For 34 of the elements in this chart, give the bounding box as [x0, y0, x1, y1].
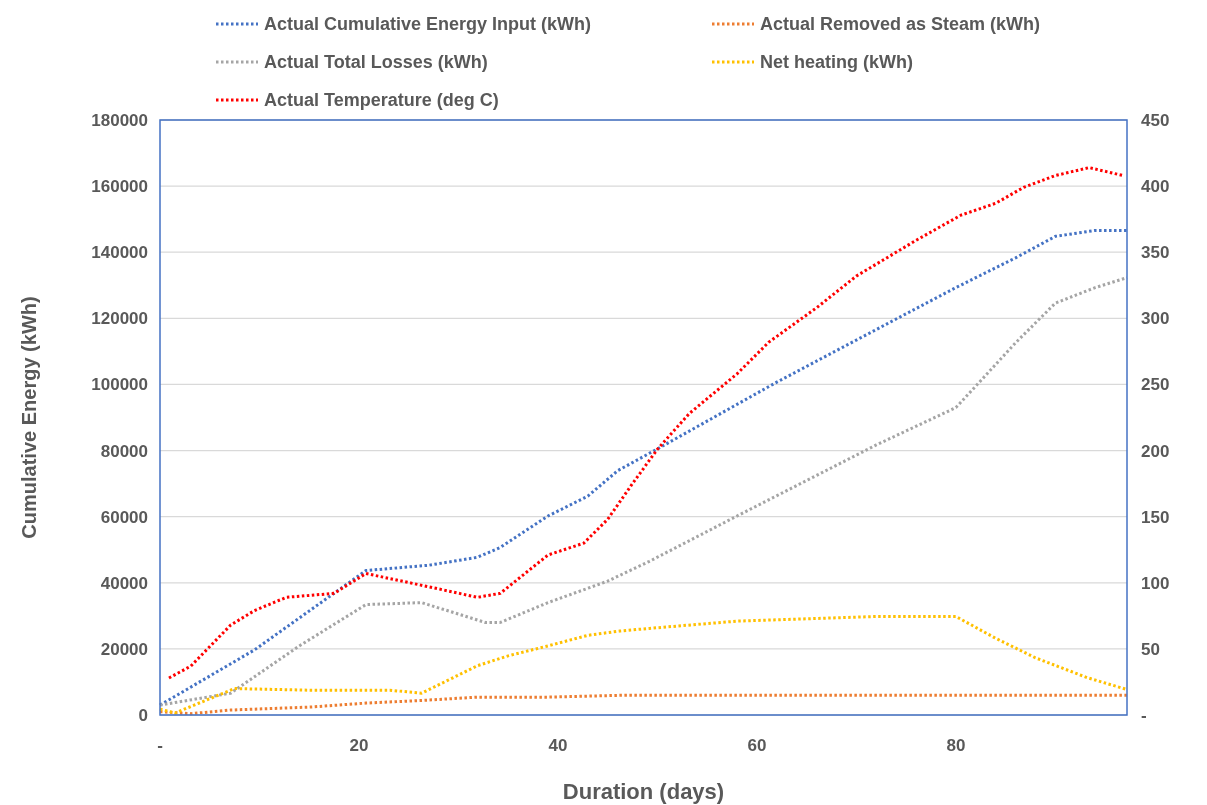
x-axis-title: Duration (days)	[562, 779, 725, 804]
x-tick-label: -	[157, 736, 163, 755]
y2-tick-label: 250	[1141, 375, 1170, 395]
x-tick-label: 40	[548, 736, 568, 755]
x-tick-label: 20	[349, 736, 369, 755]
y-tick-label: 160000	[91, 177, 148, 197]
y-tick-label: 80000	[100, 441, 148, 461]
y2-tick-label: 200	[1141, 441, 1170, 461]
y2-tick-label: 50	[1141, 639, 1160, 659]
line-series	[158, 693, 1129, 716]
legend-label: Actual Total Losses (kWh)	[264, 52, 488, 73]
y2-tick-label: 300	[1141, 309, 1170, 329]
y2-tick-label: -	[1141, 705, 1147, 725]
y2-tick-label: 100	[1141, 573, 1170, 593]
x-tick-label: 80	[946, 736, 966, 755]
y-tick-label: 140000	[91, 243, 148, 263]
legend-label: Actual Temperature (deg C)	[264, 90, 499, 111]
y-tick-label: 40000	[100, 573, 148, 593]
x-tick-label: 60	[747, 736, 767, 755]
legend-label: Net heating (kWh)	[760, 52, 913, 73]
legend-label: Actual Removed as Steam (kWh)	[760, 14, 1041, 35]
y2-tick-label: 350	[1141, 243, 1170, 263]
y2-tick-label: 400	[1141, 177, 1170, 197]
line-series	[167, 166, 1125, 680]
y2-tick-label: 150	[1141, 507, 1170, 527]
y2-tick-label: 450	[1141, 110, 1170, 130]
y-axis-title: Cumulative Energy (kWh)	[18, 296, 40, 539]
y-tick-label: 60000	[100, 507, 148, 527]
y-tick-label: 20000	[100, 639, 148, 659]
legend-label: Actual Cumulative Energy Input (kWh)	[264, 14, 592, 35]
y-tick-label: 120000	[91, 309, 148, 329]
y-tick-label: 0	[138, 705, 148, 725]
y-tick-label: 100000	[91, 375, 148, 395]
y-tick-label: 180000	[91, 110, 148, 130]
